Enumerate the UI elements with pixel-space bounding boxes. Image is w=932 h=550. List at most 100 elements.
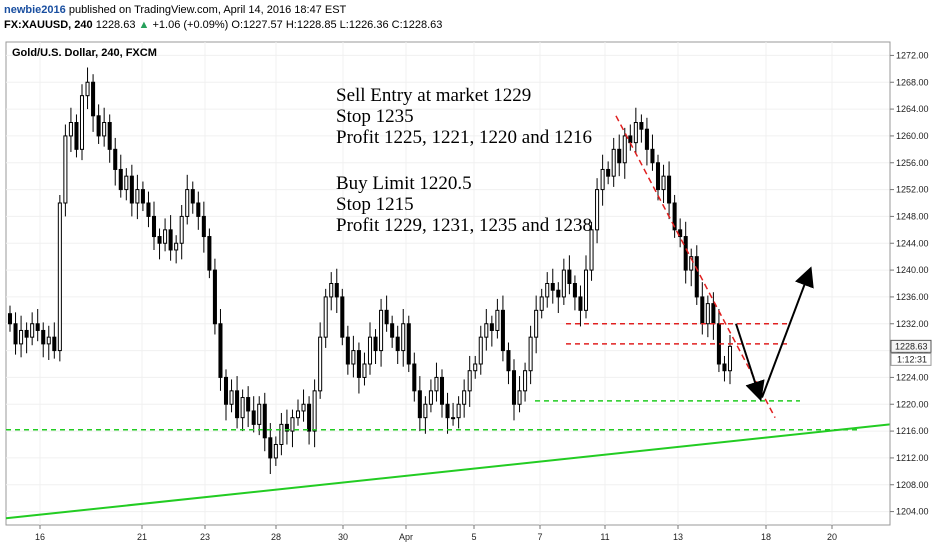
candle-bullish bbox=[163, 229, 168, 244]
candle-bullish bbox=[379, 309, 384, 352]
candle-bearish bbox=[500, 309, 505, 352]
candle-bearish bbox=[157, 236, 162, 244]
price-tick-label: 1216.00 bbox=[896, 426, 929, 436]
high-value: H:1228.85 bbox=[285, 19, 337, 31]
drawings bbox=[5, 115, 891, 520]
candle-bullish bbox=[611, 148, 616, 177]
candle-bullish bbox=[462, 390, 467, 405]
candle-bullish bbox=[423, 403, 428, 419]
candle-bullish bbox=[279, 423, 284, 445]
candle-bearish bbox=[207, 236, 212, 271]
candle-bullish bbox=[595, 189, 600, 231]
candle-bullish bbox=[329, 283, 334, 298]
candle-bearish bbox=[550, 283, 555, 291]
candle-bullish bbox=[312, 390, 317, 432]
candle-bearish bbox=[655, 162, 661, 191]
candle-bearish bbox=[644, 128, 649, 150]
candle-bearish bbox=[74, 122, 79, 150]
publish-line: newbie2016 published on TradingView.com,… bbox=[4, 4, 346, 16]
time-tick-label: 18 bbox=[761, 532, 771, 542]
candle-bullish bbox=[434, 376, 439, 392]
candle-bullish bbox=[661, 175, 666, 191]
candle-bearish bbox=[201, 215, 206, 238]
candle-bearish bbox=[146, 202, 151, 217]
candle-bullish bbox=[545, 283, 550, 298]
candle-bearish bbox=[223, 376, 229, 405]
candle-bearish bbox=[151, 215, 157, 238]
candle-bearish bbox=[617, 148, 622, 164]
candle-bearish bbox=[672, 202, 677, 231]
arrow-down-icon[interactable] bbox=[735, 323, 765, 402]
candle-bullish bbox=[367, 336, 373, 365]
price-axis[interactable] bbox=[890, 42, 932, 525]
candle-bearish bbox=[334, 283, 339, 298]
time-tick-label: 23 bbox=[200, 532, 210, 542]
resistance-trendline[interactable] bbox=[615, 115, 776, 419]
candle-bearish bbox=[650, 148, 655, 164]
symbol-label[interactable]: FX:XAUUSD, 240 bbox=[4, 19, 93, 31]
candle-bullish bbox=[528, 336, 533, 372]
candle-bearish bbox=[262, 403, 267, 439]
candle-bearish bbox=[118, 168, 123, 191]
candle-bearish bbox=[41, 329, 46, 345]
candle-bullish bbox=[68, 122, 73, 137]
candle-bearish bbox=[395, 336, 400, 352]
chart-title: Gold/U.S. Dollar, 240, FXCM bbox=[12, 47, 157, 59]
candle-bearish bbox=[417, 390, 422, 419]
price-tick-label: 1260.00 bbox=[896, 131, 929, 141]
price-tick-label: 1248.00 bbox=[896, 211, 929, 221]
candle-bullish bbox=[705, 303, 710, 325]
candle-bearish bbox=[212, 269, 217, 325]
price-tick-label: 1212.00 bbox=[896, 453, 929, 463]
candle-bearish bbox=[251, 410, 256, 425]
low-value: L:1226.36 bbox=[339, 19, 389, 31]
candle-bearish bbox=[578, 296, 583, 311]
candles bbox=[7, 67, 733, 475]
candle-bearish bbox=[489, 323, 494, 331]
time-axis-ticks: 16 21 23 28 30 Apr 5 7 11 13 18 20 bbox=[35, 525, 837, 542]
candle-bullish bbox=[517, 390, 522, 405]
candle-bullish bbox=[561, 269, 566, 298]
price-tick-label: 1224.00 bbox=[896, 372, 929, 382]
time-tick-label: 21 bbox=[137, 532, 147, 542]
candle-bearish bbox=[52, 336, 57, 352]
candle-bearish bbox=[13, 323, 18, 345]
candle-bullish bbox=[124, 175, 129, 191]
candle-bearish bbox=[694, 256, 699, 298]
candle-bearish bbox=[107, 122, 112, 150]
candle-bullish bbox=[633, 122, 638, 144]
candle-bearish bbox=[639, 122, 644, 130]
candle-bullish bbox=[589, 229, 594, 271]
candle-bullish bbox=[323, 296, 328, 338]
time-tick-label: 30 bbox=[338, 532, 348, 542]
candle-bullish bbox=[63, 135, 68, 204]
price-tick-label: 1268.00 bbox=[896, 77, 929, 87]
grid bbox=[6, 42, 890, 525]
price-tick-label: 1264.00 bbox=[896, 104, 929, 114]
time-tick-label: 20 bbox=[827, 532, 837, 542]
arrow-up-icon[interactable] bbox=[761, 266, 814, 398]
plot-area[interactable] bbox=[5, 41, 891, 526]
candle-bearish bbox=[218, 323, 223, 378]
price-tick-label: 1272.00 bbox=[896, 50, 929, 60]
last-price-tag: 1228.63 bbox=[895, 341, 928, 351]
support-trendline[interactable] bbox=[5, 423, 891, 520]
candle-bullish bbox=[351, 350, 356, 365]
annotation-line-2: Stop 1235 bbox=[336, 106, 414, 127]
author-name[interactable]: newbie2016 bbox=[4, 4, 66, 16]
candle-bullish bbox=[484, 323, 489, 338]
time-tick-label: 11 bbox=[600, 532, 609, 542]
candle-bearish bbox=[129, 175, 134, 204]
candle-bullish bbox=[318, 336, 323, 392]
candle-bearish bbox=[35, 323, 40, 331]
time-tick-label: Apr bbox=[399, 532, 413, 542]
candle-bullish bbox=[523, 370, 528, 392]
price-tick-label: 1208.00 bbox=[896, 480, 929, 490]
candle-bearish bbox=[340, 296, 345, 338]
close-value: C:1228.63 bbox=[391, 19, 443, 31]
candle-bearish bbox=[140, 189, 145, 204]
candle-bearish bbox=[356, 350, 361, 378]
candle-bearish bbox=[190, 189, 195, 204]
price-tick-label: 1220.00 bbox=[896, 399, 929, 409]
